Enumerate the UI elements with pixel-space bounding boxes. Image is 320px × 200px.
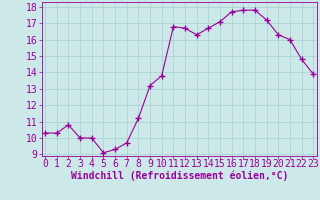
X-axis label: Windchill (Refroidissement éolien,°C): Windchill (Refroidissement éolien,°C): [70, 170, 288, 181]
